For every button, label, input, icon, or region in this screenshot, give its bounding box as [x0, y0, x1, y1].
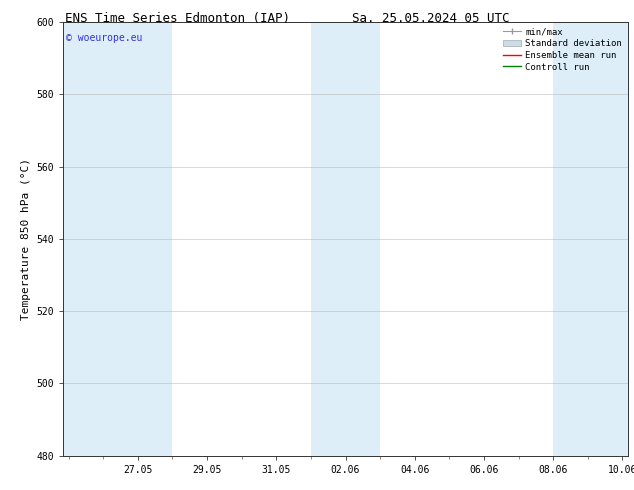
- Y-axis label: Temperature 850 hPa (°C): Temperature 850 hPa (°C): [21, 158, 31, 320]
- Bar: [63, 22, 172, 456]
- Bar: [553, 22, 628, 456]
- Legend: min/max, Standard deviation, Ensemble mean run, Controll run: min/max, Standard deviation, Ensemble me…: [500, 24, 626, 75]
- Bar: [311, 22, 380, 456]
- Text: Sa. 25.05.2024 05 UTC: Sa. 25.05.2024 05 UTC: [353, 12, 510, 25]
- Text: ENS Time Series Edmonton (IAP): ENS Time Series Edmonton (IAP): [65, 12, 290, 25]
- Text: © woeurope.eu: © woeurope.eu: [66, 33, 143, 43]
